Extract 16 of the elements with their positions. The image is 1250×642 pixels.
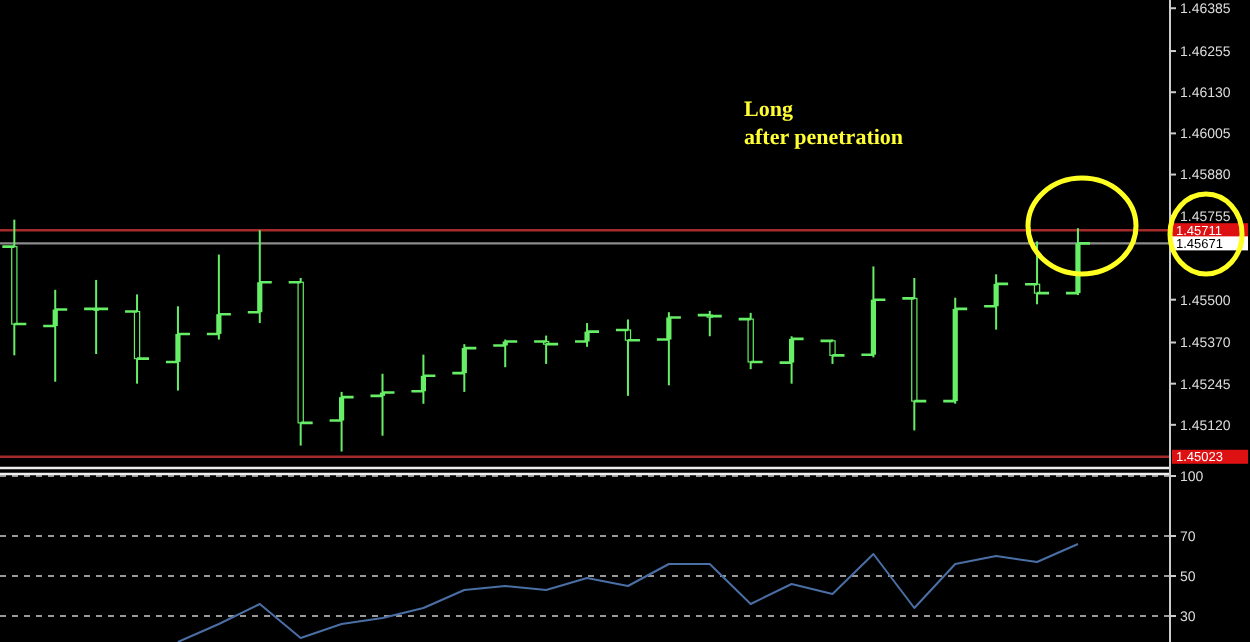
candlestick [696,309,724,338]
candlestick [82,278,110,356]
candlestick [328,390,355,453]
candlestick [982,273,1010,331]
candlestick [205,253,233,341]
annotation: Long after penetration [744,98,904,150]
line-series [176,543,1079,642]
candlestick [164,305,192,392]
candlestick [410,353,437,405]
candlestick [246,229,274,325]
candlestick [41,288,69,383]
candlestick [532,334,560,365]
candlestick [778,335,805,385]
candlestick [655,311,683,387]
candlestick [819,338,846,365]
candlestick [451,343,478,393]
